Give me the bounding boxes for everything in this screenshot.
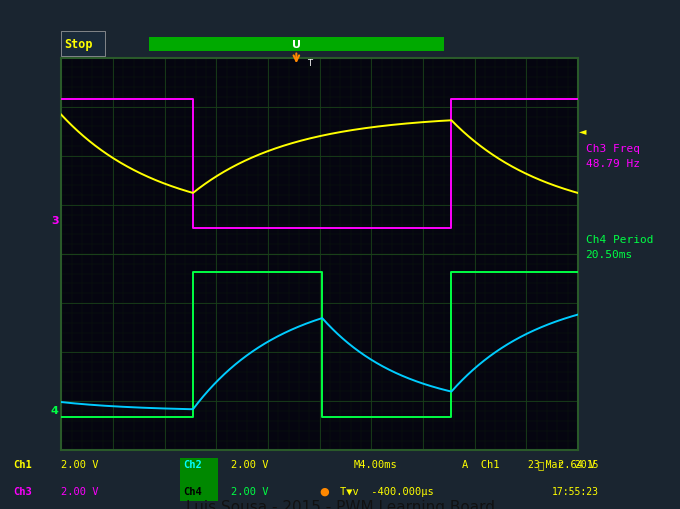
Text: Ch4: Ch4 [184,486,203,496]
Text: Ch1: Ch1 [14,459,33,469]
Text: Ch4 Period
20.50ms: Ch4 Period 20.50ms [585,234,653,259]
Text: ∯: ∯ [537,459,543,469]
Bar [149,38,443,51]
Text: 4: 4 [51,405,58,415]
Text: 3: 3 [51,215,58,225]
Text: Ch2: Ch2 [184,459,203,469]
Text: M4.00ms: M4.00ms [354,459,397,469]
Text: 2.00 V: 2.00 V [61,486,99,496]
Text: 2.00 V: 2.00 V [231,459,269,469]
FancyBboxPatch shape [61,32,105,57]
Text: Ch3: Ch3 [14,486,33,496]
Bar [180,459,218,501]
Text: 2.00 V: 2.00 V [61,459,99,469]
Text: U: U [292,40,301,49]
Text: T▼v  -400.000μs: T▼v -400.000μs [340,486,434,496]
Text: ◄: ◄ [579,126,587,136]
Text: T: T [307,59,311,68]
Text: 2.00 V: 2.00 V [231,486,269,496]
Text: Ch3 Freq
48.79 Hz: Ch3 Freq 48.79 Hz [585,144,640,169]
Text: 23 Mar  2015: 23 Mar 2015 [528,459,598,469]
Text: Luis Sousa - 2015 - PWM Learning Board: Luis Sousa - 2015 - PWM Learning Board [186,499,494,509]
Text: ●: ● [320,486,329,496]
Text: 17:55:23: 17:55:23 [551,486,598,496]
Text: 2.64 V: 2.64 V [558,459,595,469]
Text: A  Ch1: A Ch1 [462,459,500,469]
Text: Stop: Stop [64,38,92,51]
